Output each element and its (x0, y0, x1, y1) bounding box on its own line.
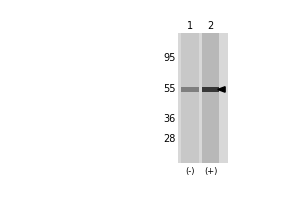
Bar (181, 87, 199, 92)
Text: 55: 55 (163, 84, 176, 94)
Polygon shape (218, 87, 225, 92)
Bar (202, 33, 219, 163)
Bar (181, 33, 199, 163)
Text: 36: 36 (164, 114, 176, 124)
Text: (+): (+) (204, 167, 218, 176)
Text: 95: 95 (164, 53, 176, 63)
Text: 28: 28 (164, 134, 176, 144)
Text: 2: 2 (208, 21, 214, 31)
Text: 1: 1 (187, 21, 193, 31)
Text: (-): (-) (185, 167, 194, 176)
Bar (202, 87, 219, 92)
Bar (178, 33, 228, 163)
